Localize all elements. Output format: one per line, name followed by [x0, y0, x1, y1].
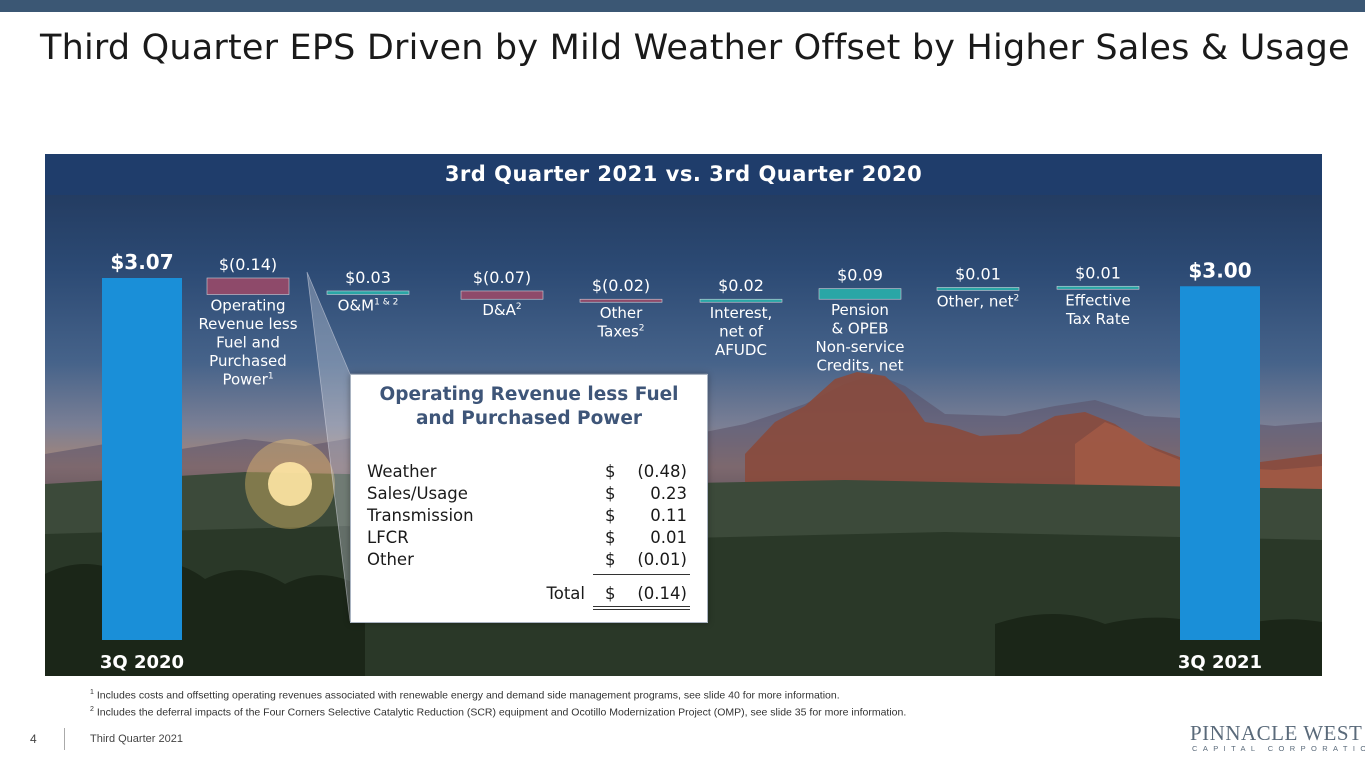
step-value-label: $(0.14)	[219, 255, 277, 274]
bar-start	[102, 278, 182, 640]
logo-subtitle: CAPITAL CORPORATION	[1192, 744, 1365, 753]
slide-title: Third Quarter EPS Driven by Mild Weather…	[40, 28, 1350, 68]
step-value-label: $0.01	[1075, 263, 1121, 282]
step-value-label: $(0.07)	[473, 268, 531, 287]
footnote-mark: 2	[90, 706, 94, 713]
bar-start-value-label: $3.07	[110, 250, 173, 274]
step-value-label: $0.02	[718, 276, 764, 295]
step-category-label: Fuel and	[216, 334, 280, 352]
inset-row-dollar: $	[605, 550, 616, 569]
waterfall-step-bar	[699, 298, 783, 303]
inset-row-dollar: $	[605, 528, 616, 547]
inset-row-name: Other	[367, 550, 414, 569]
step-footnote-mark: 1 & 2	[374, 298, 398, 308]
inset-row-name: Weather	[367, 462, 437, 481]
bar-end	[1180, 286, 1260, 640]
waterfall-step-bar	[1056, 285, 1140, 290]
waterfall-step-bar	[579, 298, 663, 303]
footnote-text: Includes costs and offsetting operating …	[96, 689, 840, 702]
waterfall-step-bar	[936, 287, 1020, 291]
total-double-rule-top	[593, 606, 690, 607]
step-category-label: D&A2	[482, 301, 521, 319]
inset-row-dollar: $	[605, 506, 616, 525]
x-label-end: 3Q 2021	[1178, 652, 1262, 673]
inset-row-value: 0.11	[650, 506, 687, 525]
step-category-label: Interest,	[710, 304, 773, 322]
step-footnote-mark: 2	[1014, 293, 1020, 303]
step-category-label: AFUDC	[715, 341, 767, 359]
step-value-label: $0.01	[955, 264, 1001, 283]
step-category-label: Tax Rate	[1065, 310, 1130, 328]
footnote-1: 1 Includes costs and offsetting operatin…	[90, 689, 840, 702]
inset-row: LFCR $ 0.01	[367, 528, 697, 550]
logo-wordmark: PINNACLE WEST	[1190, 721, 1363, 745]
inset-row-value: (0.01)	[637, 550, 687, 569]
waterfall-step-bar	[460, 290, 544, 300]
company-logo: PINNACLE WEST CAPITAL CORPORATION	[1190, 721, 1365, 753]
step-category-label: Effective	[1065, 291, 1130, 309]
step-value-label: $0.03	[345, 268, 391, 287]
step-category-label: Non-service	[815, 338, 904, 356]
inset-row-dollar: $	[605, 462, 616, 481]
step-category-label: Operating	[211, 297, 286, 315]
step-category-label: Credits, net	[816, 357, 903, 375]
inset-total-label: Total	[546, 584, 585, 603]
step-category-label: Revenue less	[198, 315, 297, 333]
step-footnote-mark: 2	[516, 302, 522, 312]
inset-row: Transmission $ 0.11	[367, 506, 697, 528]
footer-text: Third Quarter 2021	[90, 733, 183, 745]
inset-row: Other $ (0.01)	[367, 550, 697, 572]
step-category-label: & OPEB	[831, 320, 888, 338]
step-category-label: Pension	[831, 301, 889, 319]
inset-row-name: Transmission	[367, 506, 474, 525]
step-category-label: Power1	[222, 371, 273, 389]
step-footnote-mark: 2	[639, 324, 645, 334]
inset-row-value: (0.48)	[637, 462, 687, 481]
inset-breakdown-box: Operating Revenue less Fuel and Purchase…	[350, 374, 708, 623]
panel-header	[45, 154, 1322, 195]
panel-title: 3rd Quarter 2021 vs. 3rd Quarter 2020	[444, 162, 923, 186]
inset-row-name: Sales/Usage	[367, 484, 468, 503]
waterfall-step-bar	[206, 277, 290, 295]
inset-row: Weather $ (0.48)	[367, 462, 697, 484]
inset-title-line1: Operating Revenue less Fuel	[379, 384, 679, 405]
step-category-label: Other	[600, 304, 643, 322]
waterfall-step-bar	[818, 288, 902, 300]
bar-end-value-label: $3.00	[1188, 258, 1251, 282]
page-number: 4	[30, 732, 37, 746]
step-value-label: $0.09	[837, 266, 883, 285]
inset-title: Operating Revenue less Fuel and Purchase…	[351, 383, 707, 431]
footnote-2: 2 Includes the deferral impacts of the F…	[90, 706, 906, 719]
inset-row: Sales/Usage $ 0.23	[367, 484, 697, 506]
inset-row-dollar: $	[605, 484, 616, 503]
inset-row-value: 0.01	[650, 528, 687, 547]
inset-row-name: LFCR	[367, 528, 409, 547]
step-category-label: net of	[719, 323, 764, 341]
inset-total-value: (0.14)	[637, 584, 687, 603]
total-double-rule-bottom	[593, 609, 690, 610]
inset-row-value: 0.23	[650, 484, 687, 503]
footer-divider	[64, 728, 65, 750]
x-label-start: 3Q 2020	[100, 652, 184, 673]
step-category-label: Other, net2	[937, 292, 1019, 310]
top-accent-bar	[0, 0, 1365, 12]
waterfall-step-bar	[326, 290, 410, 295]
inset-title-line2: and Purchased Power	[415, 408, 643, 429]
step-category-label: Taxes2	[596, 323, 644, 341]
step-category-label: O&M1 & 2	[338, 297, 399, 315]
step-footnote-mark: 1	[268, 372, 274, 382]
subtotal-rule	[593, 574, 690, 575]
footnote-text: Includes the deferral impacts of the Fou…	[96, 706, 907, 719]
step-value-label: $(0.02)	[592, 276, 650, 295]
step-category-label: Purchased	[209, 352, 287, 370]
footnote-mark: 1	[90, 689, 94, 696]
inset-total-dollar: $	[605, 584, 616, 603]
